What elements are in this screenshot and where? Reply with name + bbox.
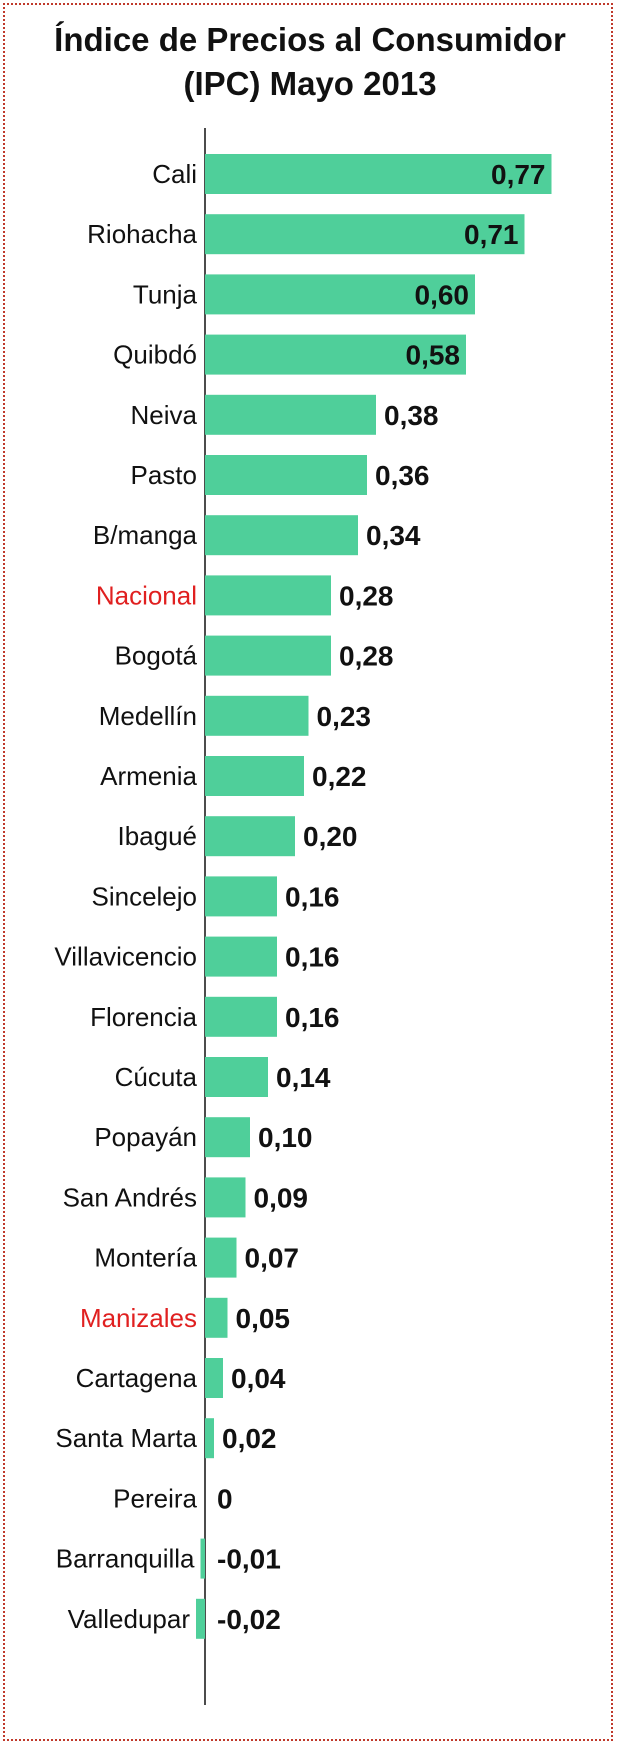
bar-sincelejo	[205, 876, 277, 917]
bar-nacional	[205, 575, 331, 616]
category-label: Pasto	[131, 460, 198, 490]
bar-pasto	[205, 455, 367, 495]
value-label: 0,16	[285, 942, 340, 973]
value-label: 0,16	[285, 881, 340, 912]
value-label: 0,23	[317, 701, 372, 732]
bar-neiva	[205, 394, 376, 435]
bar-santa-marta	[205, 1418, 214, 1459]
value-label: 0,38	[384, 400, 439, 431]
value-label: 0,07	[245, 1243, 300, 1274]
bar-c-cuta	[205, 1057, 268, 1097]
value-label: 0,28	[339, 641, 394, 672]
category-label: Nacional	[96, 580, 197, 610]
category-label: Bogotá	[115, 641, 198, 671]
category-label: Medellín	[99, 701, 197, 731]
category-label: Armenia	[100, 761, 197, 791]
category-label: Santa Marta	[55, 1423, 197, 1453]
chart-border	[3, 3, 613, 1741]
category-label: Ibagué	[117, 821, 197, 851]
category-label: Montería	[94, 1243, 197, 1273]
category-label: Cali	[152, 159, 197, 189]
value-label: 0,20	[303, 821, 358, 852]
category-label: Manizales	[80, 1303, 197, 1333]
bar-barranquilla	[200, 1538, 205, 1579]
category-label: Tunja	[133, 279, 198, 309]
category-label: B/manga	[93, 520, 198, 550]
value-label: 0,28	[339, 580, 394, 611]
category-label: Valledupar	[68, 1604, 191, 1634]
category-label: Quibdó	[113, 340, 197, 370]
value-label: 0,04	[231, 1363, 286, 1394]
category-label: Riohacha	[87, 219, 197, 249]
bar-valledupar	[196, 1598, 205, 1639]
bar-popay-n	[205, 1117, 250, 1158]
category-label: San Andrés	[63, 1182, 197, 1212]
category-label: Barranquilla	[56, 1544, 195, 1574]
value-label: 0,36	[375, 460, 430, 491]
value-label: 0,34	[366, 520, 421, 551]
value-label: 0	[217, 1483, 233, 1514]
value-label: -0,02	[217, 1604, 281, 1635]
category-label: Pereira	[113, 1483, 197, 1513]
value-label: 0,10	[258, 1122, 313, 1153]
value-label: 0,60	[415, 279, 470, 310]
value-label: 0,16	[285, 1002, 340, 1033]
value-label: 0,77	[491, 159, 546, 190]
value-label: -0,01	[217, 1544, 281, 1575]
bar-armenia	[205, 756, 304, 796]
bar-monter-a	[205, 1237, 237, 1278]
category-label: Neiva	[131, 400, 198, 430]
value-label: 0,14	[276, 1062, 331, 1093]
value-label: 0,58	[406, 340, 461, 371]
category-label: Cúcuta	[115, 1062, 198, 1092]
value-label: 0,05	[236, 1303, 291, 1334]
bar-medell-n	[205, 695, 309, 736]
bar-cartagena	[205, 1358, 223, 1398]
bar-riohacha	[205, 214, 525, 255]
bar-san-andr-s	[205, 1177, 246, 1218]
bar-quibd-	[205, 334, 466, 375]
bar-florencia	[205, 996, 277, 1037]
value-label: 0,71	[464, 219, 519, 250]
category-label: Popayán	[94, 1122, 197, 1152]
bar-manizales	[205, 1297, 228, 1338]
bar-bogot-	[205, 635, 331, 676]
category-label: Florencia	[90, 1002, 197, 1032]
category-label: Cartagena	[76, 1363, 198, 1393]
value-label: 0,09	[254, 1182, 309, 1213]
chart-title: Índice de Precios al Consumidor (IPC) Ma…	[0, 18, 620, 106]
category-label: Villavicencio	[54, 942, 197, 972]
category-label: Sincelejo	[91, 881, 197, 911]
bar-tunja	[205, 274, 475, 315]
bar-b-manga	[205, 515, 358, 556]
value-label: 0,02	[222, 1423, 277, 1454]
title-line-2: (IPC) Mayo 2013	[183, 65, 437, 102]
bar-ibagu-	[205, 816, 295, 857]
value-label: 0,22	[312, 761, 367, 792]
bar-villavicencio	[205, 936, 277, 977]
bar-cali	[205, 154, 552, 194]
title-line-1: Índice de Precios al Consumidor	[54, 21, 566, 58]
